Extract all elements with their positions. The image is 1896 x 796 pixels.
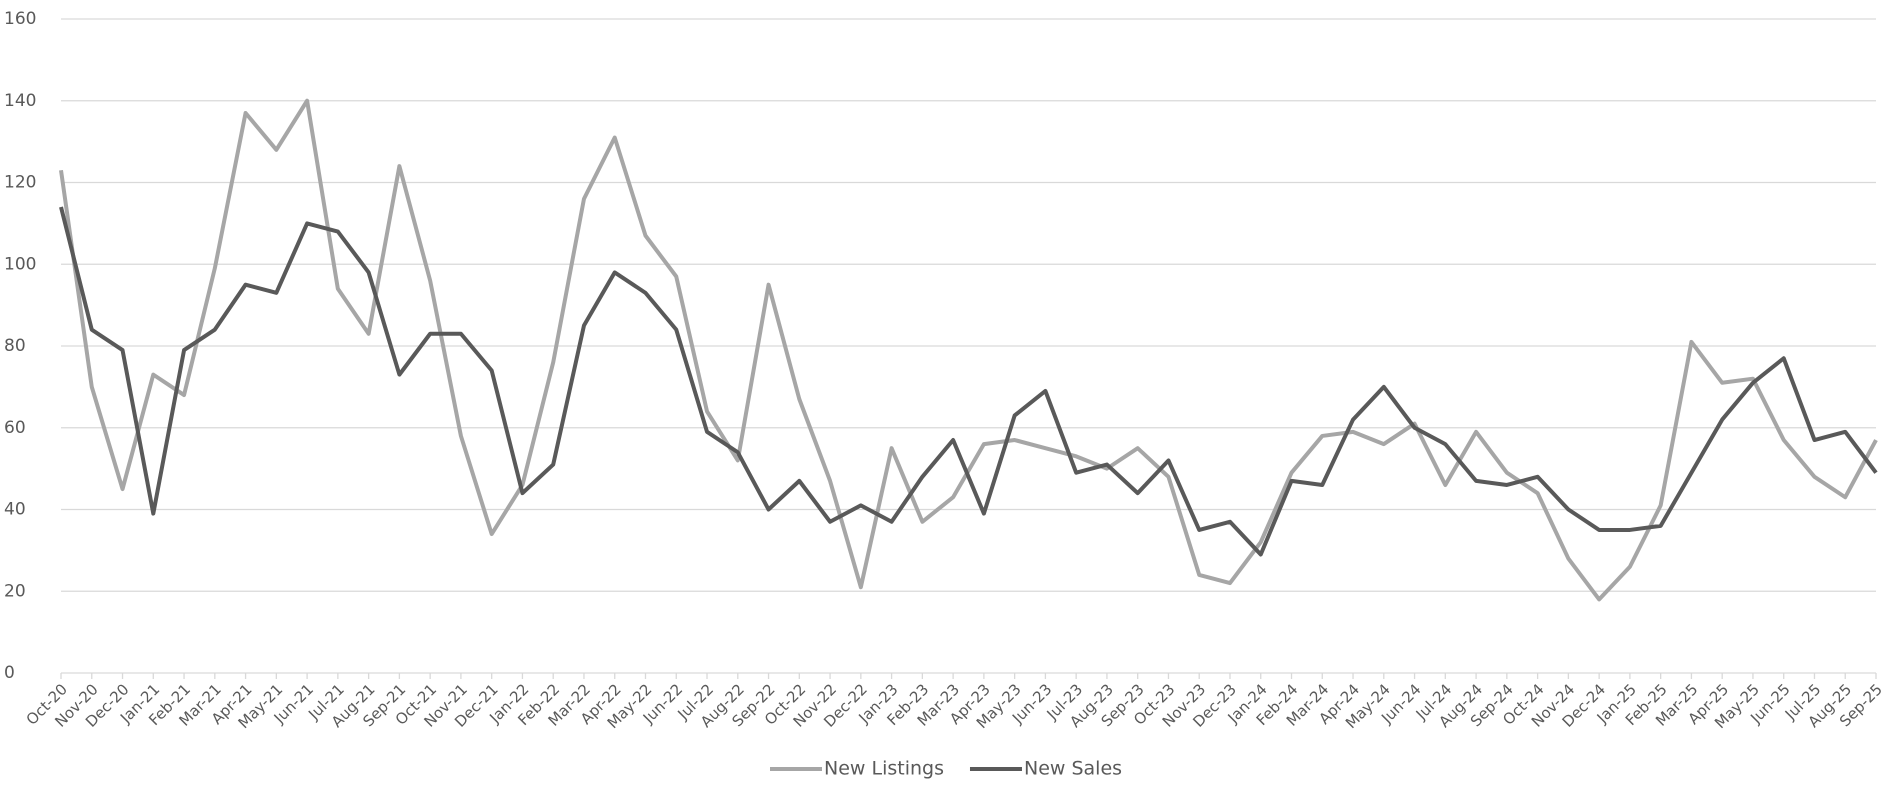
y-tick-label: 100 (4, 254, 36, 274)
y-tick-label: 160 (4, 9, 36, 29)
y-tick-label: 140 (4, 91, 36, 111)
y-tick-label: 80 (4, 336, 26, 356)
y-tick-label: 60 (4, 418, 26, 438)
y-tick-label: 0 (4, 663, 15, 683)
y-tick-label: 20 (4, 581, 26, 601)
series-line (59, 206, 1878, 557)
legend-label: New Sales (1024, 758, 1122, 780)
y-tick-label: 120 (4, 173, 36, 193)
y-tick-label: 40 (4, 500, 26, 520)
series-line (59, 98, 1878, 602)
legend-label: New Listings (824, 758, 944, 780)
